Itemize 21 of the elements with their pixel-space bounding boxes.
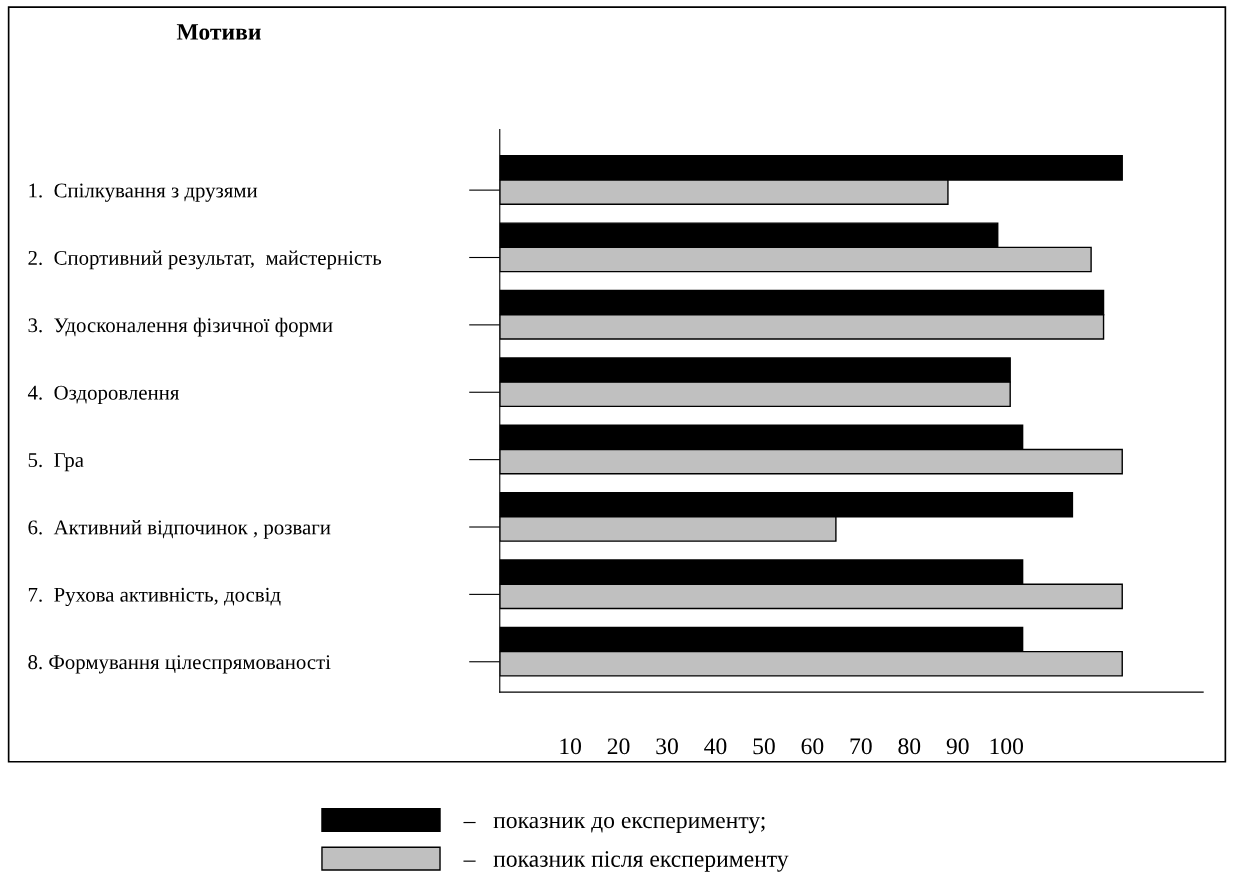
y-tick-label: 6. Активний відпочинок , розваги (28, 519, 331, 539)
text: 50 (753, 738, 775, 755)
text: 70 (850, 738, 872, 755)
y-tick-label: 2. Спортивний результат, майстерність (28, 250, 382, 270)
y-tick-label: 5. Гра (28, 453, 84, 472)
text: 40 (704, 738, 727, 755)
text: 90 (946, 738, 969, 755)
text: 100 (990, 738, 1024, 755)
text: 10 (560, 738, 582, 755)
legend-label: – показник до експерименту; (463, 816, 765, 834)
text: Мотиви (176, 24, 261, 40)
text: 20 (607, 738, 630, 755)
y-tick-label: 7. Рухова активність, досвід (28, 587, 281, 607)
legend-label: – показник після експерименту (463, 851, 789, 872)
y-tick-label: 1. Спілкування з друзями (29, 183, 258, 202)
y-tick-label: 8. Формування цілеспрямованості (28, 655, 331, 674)
text: 80 (898, 738, 921, 755)
y-tick-label: 4. Оздоровлення (27, 385, 180, 404)
text: 30 (656, 738, 678, 755)
y-tick-label: 3. Удосконалення фізичної форми (28, 317, 333, 337)
text: 60 (801, 738, 824, 755)
